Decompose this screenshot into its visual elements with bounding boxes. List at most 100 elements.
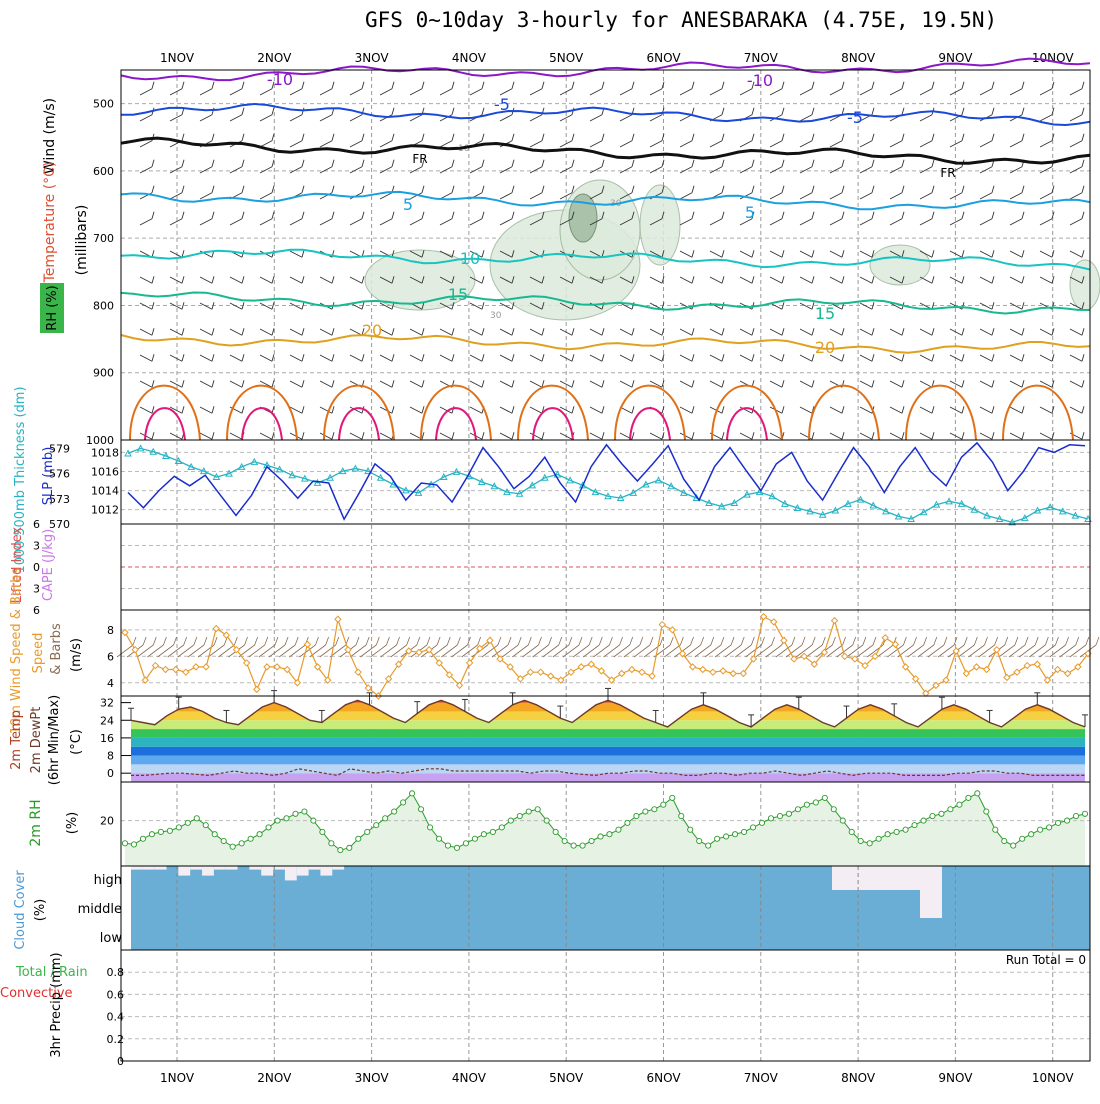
wind-barb bbox=[439, 276, 453, 284]
isotherm-label: FR bbox=[940, 166, 955, 180]
precip-panel bbox=[120, 949, 1091, 1062]
cloud-units-label: (%) bbox=[33, 899, 48, 922]
wind-barb bbox=[167, 644, 184, 658]
wind-barb bbox=[769, 88, 783, 96]
thickness-point bbox=[225, 469, 233, 477]
slp-tick-label: 1018 bbox=[91, 446, 119, 459]
wind-barb bbox=[271, 432, 275, 440]
isotherm-label: -5 bbox=[847, 108, 863, 127]
wind-barb bbox=[421, 328, 425, 336]
isotherm-loop bbox=[726, 407, 768, 441]
wind-barb bbox=[139, 88, 153, 96]
wind-barb bbox=[301, 406, 305, 414]
wind-barb bbox=[931, 81, 935, 89]
wind-barb bbox=[901, 380, 905, 388]
wind-barb bbox=[469, 88, 483, 96]
wind-barb bbox=[781, 159, 785, 167]
wind-barb bbox=[661, 211, 665, 219]
wind-barb bbox=[139, 328, 153, 336]
wind-barb bbox=[1021, 107, 1025, 115]
thickness-point bbox=[212, 472, 221, 480]
isotherm-label: -5 bbox=[494, 95, 510, 114]
wind-barb bbox=[578, 636, 583, 646]
rh-area bbox=[869, 244, 931, 286]
rh-legend-label: RH (%) bbox=[45, 285, 60, 330]
wind-barb bbox=[264, 636, 269, 646]
wind-barb bbox=[917, 644, 935, 658]
wind-barb bbox=[949, 354, 963, 362]
wind-barb bbox=[139, 166, 153, 174]
wind10-point bbox=[770, 618, 778, 626]
wind-barb bbox=[457, 636, 461, 646]
wind-barb bbox=[187, 644, 205, 658]
wind-barb bbox=[406, 636, 411, 646]
wind-barb bbox=[1069, 276, 1083, 284]
wind-barb bbox=[961, 185, 965, 193]
wind-barb bbox=[661, 432, 665, 440]
wind-barb bbox=[211, 432, 215, 440]
wind-barb bbox=[451, 354, 455, 362]
wind-barb bbox=[1069, 88, 1083, 96]
thickness-point bbox=[174, 456, 183, 464]
wind-barb bbox=[173, 636, 177, 646]
wind-barb bbox=[927, 644, 945, 658]
wind-barb bbox=[811, 354, 815, 362]
wind-barb bbox=[961, 211, 965, 219]
wind-barb bbox=[903, 636, 907, 646]
wind-barb bbox=[391, 276, 395, 284]
wind-barb bbox=[631, 380, 635, 388]
wind-barb bbox=[229, 354, 243, 362]
wind-barb bbox=[714, 644, 732, 658]
wind-barb bbox=[740, 636, 745, 646]
wind-barb bbox=[259, 88, 273, 96]
wind-barb bbox=[841, 354, 845, 362]
wind-barb bbox=[1009, 166, 1023, 174]
rh-point bbox=[391, 808, 398, 815]
isotherm-loop bbox=[808, 384, 880, 441]
rh-point bbox=[561, 837, 568, 845]
rh-point bbox=[462, 840, 469, 847]
wind-barb bbox=[439, 166, 453, 174]
wind-barb bbox=[755, 644, 772, 658]
wind-barb bbox=[691, 276, 695, 284]
rh-point bbox=[238, 840, 245, 847]
wind-barb bbox=[559, 380, 573, 388]
rh-point bbox=[929, 813, 936, 820]
wind-barb bbox=[391, 81, 395, 89]
wind10-point bbox=[324, 676, 332, 684]
wind10-point bbox=[364, 684, 372, 692]
wind-barb bbox=[739, 328, 753, 336]
thickness-tick-label: 579 bbox=[49, 442, 70, 455]
wind-barb bbox=[961, 432, 965, 440]
wind-barb bbox=[842, 636, 846, 646]
wind10-point bbox=[881, 634, 889, 642]
wind-barb bbox=[183, 636, 188, 646]
wind-barb bbox=[559, 302, 573, 310]
wind-barb bbox=[451, 107, 455, 115]
wind-barb bbox=[961, 328, 965, 336]
wind-barb bbox=[559, 328, 573, 336]
wind-barb bbox=[1044, 636, 1049, 646]
rh-point bbox=[355, 835, 362, 842]
wind-barb bbox=[507, 636, 512, 646]
wind-barb bbox=[571, 81, 575, 89]
wind10-point bbox=[202, 663, 210, 671]
wind-barb bbox=[859, 276, 873, 284]
wind10-point bbox=[506, 663, 514, 671]
wind-barb bbox=[991, 250, 995, 258]
wind-barb bbox=[211, 107, 215, 115]
wind10-point bbox=[587, 660, 596, 668]
wind-barb bbox=[649, 218, 663, 226]
wind-barb bbox=[409, 218, 423, 226]
wind-barb bbox=[761, 636, 765, 646]
temp-units-label: (°C) bbox=[69, 729, 84, 755]
wind-barb bbox=[248, 644, 266, 658]
lifted-index-tick-label: 3 bbox=[33, 583, 40, 596]
wind-barb bbox=[241, 159, 245, 167]
wind-barb bbox=[991, 302, 995, 310]
wind10-point bbox=[800, 652, 808, 661]
wind-barb bbox=[1081, 107, 1085, 115]
wind10-point bbox=[597, 667, 606, 675]
wind-barb bbox=[541, 302, 545, 310]
wind-barb bbox=[511, 211, 515, 219]
